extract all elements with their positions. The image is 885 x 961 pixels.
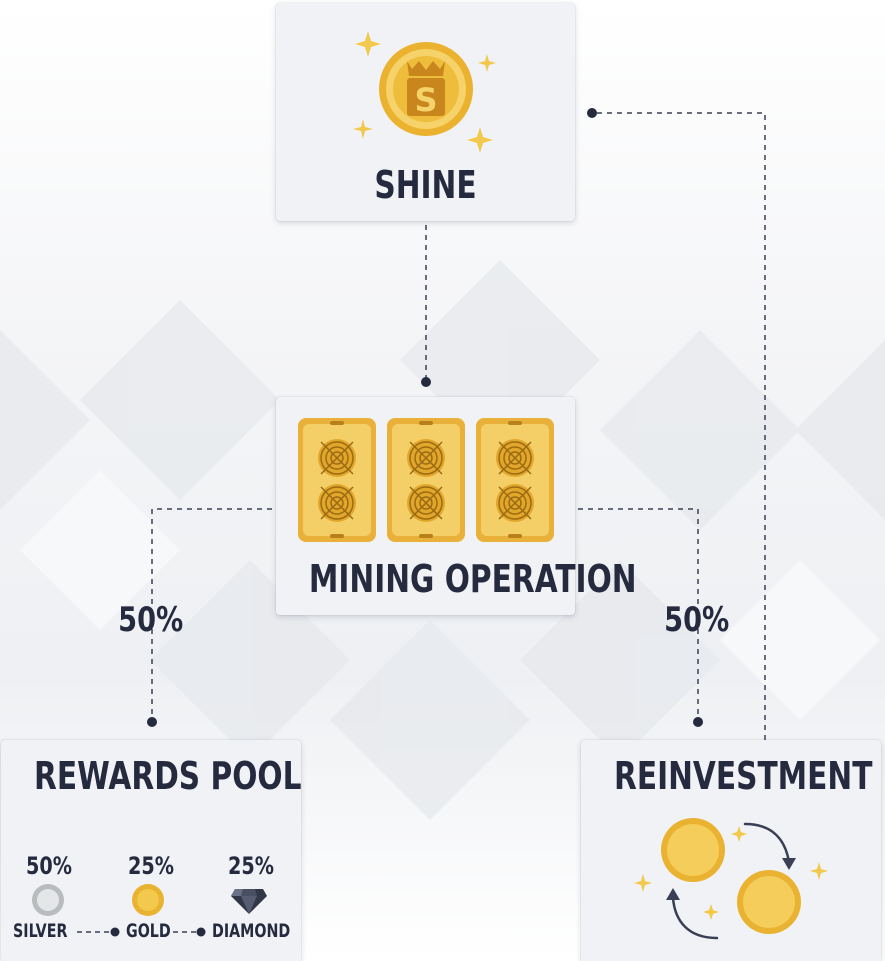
svg-text:S: S: [414, 81, 437, 119]
shine-coin-icon: S: [353, 31, 496, 153]
tier-percent-diamond: 25%: [228, 852, 274, 880]
silver-coin-icon: [32, 884, 64, 916]
gold-coin-icon: [132, 884, 164, 916]
diamond-icon: [231, 889, 267, 914]
mining-operation-card: MINING OPERATION: [276, 397, 637, 615]
rewards-pool-title: REWARDS POOL: [34, 754, 302, 798]
rewards-pool-card: REWARDS POOL 50% 25% 25% SILVER GOLD DIA…: [1, 740, 301, 961]
tier-percent-gold: 25%: [128, 852, 174, 880]
reinvestment-title: REINVESTMENT: [614, 754, 873, 798]
mining-rigs-icon: [296, 417, 556, 543]
tier-label-silver: SILVER: [13, 920, 68, 942]
tier-percent-silver: 50%: [26, 852, 72, 880]
tier-label-gold: GOLD: [126, 920, 171, 942]
split-percent-left: 50%: [118, 600, 184, 640]
reinvest-cycle-icon: [634, 818, 828, 940]
mining-operation-title: MINING OPERATION: [308, 557, 637, 601]
split-percent-right: 50%: [664, 600, 730, 640]
reinvestment-card: REINVESTMENT: [581, 740, 881, 961]
shine-card: S SHINE: [276, 3, 575, 221]
tier-connector-line: [77, 927, 206, 937]
tier-label-diamond: DIAMOND: [212, 920, 291, 942]
shine-title: SHINE: [374, 163, 477, 207]
